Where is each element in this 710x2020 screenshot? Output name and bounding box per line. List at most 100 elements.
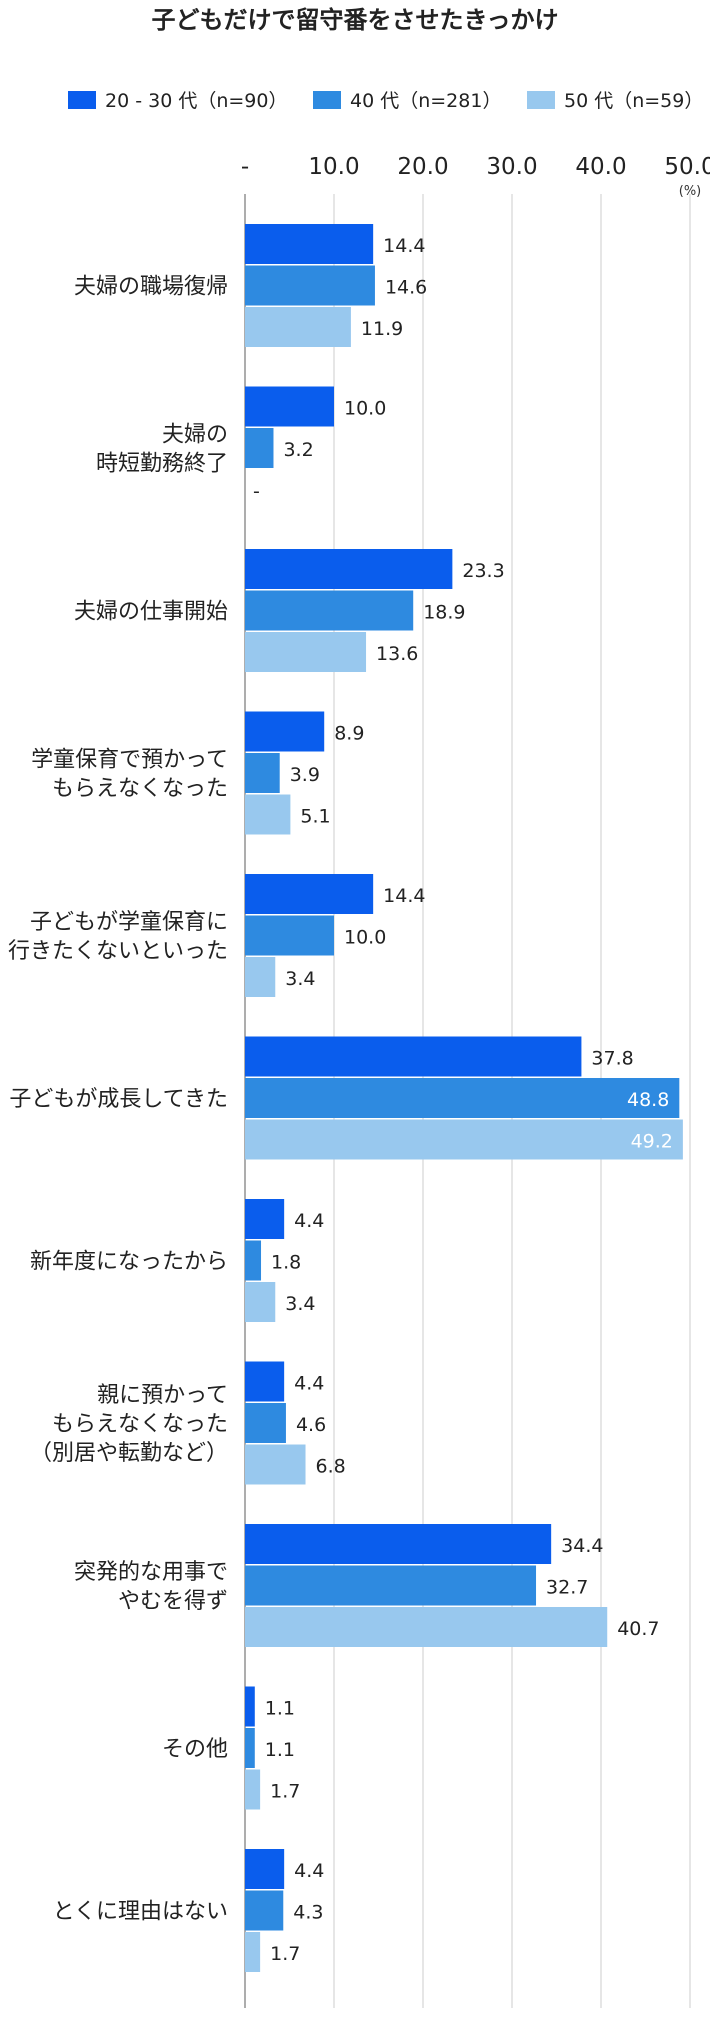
- x-tick-label: -: [241, 154, 249, 180]
- bar-s2: [245, 1403, 286, 1443]
- bar-value-label: 3.2: [283, 439, 313, 461]
- bar-value-label: 37.8: [591, 1048, 633, 1070]
- bar-s1: [245, 1524, 552, 1564]
- category-label-line: 夫婦の: [162, 423, 228, 448]
- x-tick-label: 10.0: [308, 154, 359, 180]
- bar-s3: [245, 1607, 608, 1647]
- bars: [245, 224, 683, 1972]
- bar-value-label: 1.7: [270, 1781, 300, 1803]
- bar-value-label: 1.1: [265, 1739, 295, 1761]
- bar-value-label: 40.7: [617, 1618, 659, 1640]
- bar-s1: [245, 1199, 285, 1239]
- bar-value-label: 1.1: [265, 1698, 295, 1720]
- bar-s1: [245, 549, 453, 589]
- category-label: その他: [162, 1737, 228, 1762]
- bar-s2: [245, 590, 414, 631]
- bar-s2: [245, 1240, 262, 1281]
- bar-s2: [245, 1565, 537, 1606]
- bar-value-label: 13.6: [376, 643, 418, 665]
- bar-s2: [245, 1078, 680, 1118]
- category-label: とくに理由はない: [53, 1900, 228, 1925]
- category-label-line: 親に預かって: [97, 1383, 228, 1408]
- bar-s3: [245, 632, 367, 672]
- bar-value-label: 32.7: [546, 1577, 588, 1599]
- bar-s1: [245, 1849, 285, 1889]
- category-label: 新年度になったから: [30, 1250, 228, 1275]
- bar-s3: [245, 1282, 276, 1322]
- legend-swatch-1: [68, 91, 96, 109]
- bar-s1: [245, 224, 374, 264]
- bar-value-label: 4.3: [293, 1902, 323, 1924]
- bar-s3: [245, 307, 351, 347]
- category-label: 夫婦の仕事開始: [74, 600, 228, 625]
- bar-s1: [245, 711, 325, 752]
- category-label-line: 子どもが学童保育に: [30, 910, 228, 935]
- bar-value-label: 3.9: [290, 764, 320, 786]
- x-tick-label: 20.0: [397, 154, 448, 180]
- bar-value-label: 14.4: [383, 235, 425, 257]
- value-labels: 14.4 14.6 11.9 10.0 3.2 - 23.3 18.913.6 8.9 3.9 5.…: [253, 235, 673, 1965]
- category-label: 学童保育で預かってもらえなくなった: [31, 748, 228, 802]
- bar-value-label: 1.7: [270, 1943, 300, 1965]
- axis-unit-label: (%): [679, 184, 702, 199]
- bar-value-label: 18.9: [423, 602, 465, 624]
- bar-s1: [245, 874, 374, 914]
- category-label: 子どもが学童保育に行きたくないといった: [8, 910, 228, 964]
- bar-s1: [245, 1036, 582, 1077]
- legend: 20 - 30 代（n=90） 40 代（n=281） 50 代（n=59）: [68, 90, 703, 112]
- x-tick-label: 30.0: [486, 154, 537, 180]
- bar-value-label: 10.0: [344, 927, 386, 949]
- bar-s2: [245, 1890, 284, 1931]
- bar-value-label: 1.8: [271, 1252, 301, 1274]
- axis-tick-labels: - 10.0 20.0 30.0 40.0 50.0: [241, 154, 710, 180]
- bar-s3: [245, 957, 276, 997]
- bar-s2: [245, 753, 280, 793]
- category-label-line: （別居や転勤など）: [30, 1441, 228, 1466]
- bar-value-label: 4.4: [294, 1210, 324, 1232]
- bar-value-label: 23.3: [462, 560, 504, 582]
- bar-s1: [245, 1686, 255, 1727]
- category-label-line: 突発的な用事で: [74, 1560, 228, 1585]
- category-label-line: やむを得ず: [118, 1589, 228, 1614]
- bar-value-label: 48.8: [627, 1089, 669, 1111]
- category-label: 子どもが成長してきた: [9, 1087, 228, 1112]
- bar-s3: [245, 794, 291, 835]
- category-label-line: その他: [162, 1737, 228, 1762]
- bar-s3: [245, 1932, 261, 1972]
- legend-label-2: 40 代（n=281）: [350, 90, 501, 112]
- x-tick-label: 50.0: [664, 154, 710, 180]
- bar-value-label: 4.4: [294, 1860, 324, 1882]
- legend-label-1: 20 - 30 代（n=90）: [105, 90, 287, 112]
- bar-value-label: 14.6: [385, 277, 427, 299]
- category-label: 突発的な用事でやむを得ず: [74, 1560, 228, 1614]
- bar-value-label: -: [253, 481, 260, 503]
- bar-value-label: 34.4: [561, 1535, 603, 1557]
- category-label-line: 時短勤務終了: [96, 452, 228, 477]
- legend-swatch-3: [527, 91, 555, 109]
- bar-s3: [245, 1444, 306, 1485]
- bar-value-label: 49.2: [631, 1131, 673, 1153]
- bar-s2: [245, 265, 375, 306]
- x-tick-label: 40.0: [575, 154, 626, 180]
- category-label: 夫婦の職場復帰: [74, 275, 228, 300]
- bar-s1: [245, 1361, 285, 1402]
- bar-value-label: 3.4: [285, 1293, 315, 1315]
- category-label-line: 子どもが成長してきた: [9, 1087, 228, 1112]
- category-label-line: 夫婦の仕事開始: [74, 600, 228, 625]
- bar-value-label: 4.6: [296, 1414, 326, 1436]
- category-label: 夫婦の時短勤務終了: [96, 423, 228, 477]
- category-label-line: 行きたくないといった: [8, 939, 228, 964]
- category-label-line: 夫婦の職場復帰: [74, 275, 228, 300]
- chart-title: 子どもだけで留守番をさせたきっかけ: [151, 6, 558, 34]
- bar-s2: [245, 1728, 255, 1768]
- category-label: 親に預かってもらえなくなった （別居や転勤など）: [30, 1383, 228, 1466]
- category-label-line: 学童保育で預かって: [31, 748, 228, 773]
- bar-s3: [245, 1769, 261, 1810]
- bar-value-label: 14.4: [383, 885, 425, 907]
- bar-value-label: 6.8: [316, 1456, 346, 1478]
- category-label-line: もらえなくなった: [52, 1412, 228, 1437]
- bar-value-label: 3.4: [285, 968, 315, 990]
- bar-value-label: 4.4: [294, 1373, 324, 1395]
